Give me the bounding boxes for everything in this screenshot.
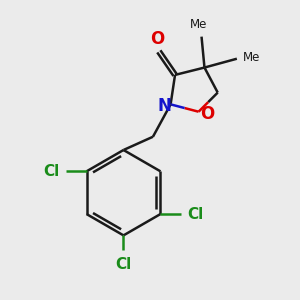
Text: N: N [157, 97, 171, 115]
Text: O: O [150, 30, 164, 48]
Text: Cl: Cl [116, 256, 132, 272]
Text: Me: Me [243, 51, 261, 64]
Text: Me: Me [190, 18, 207, 31]
Text: O: O [200, 105, 214, 123]
Text: Cl: Cl [43, 164, 59, 179]
Text: Cl: Cl [188, 206, 204, 221]
